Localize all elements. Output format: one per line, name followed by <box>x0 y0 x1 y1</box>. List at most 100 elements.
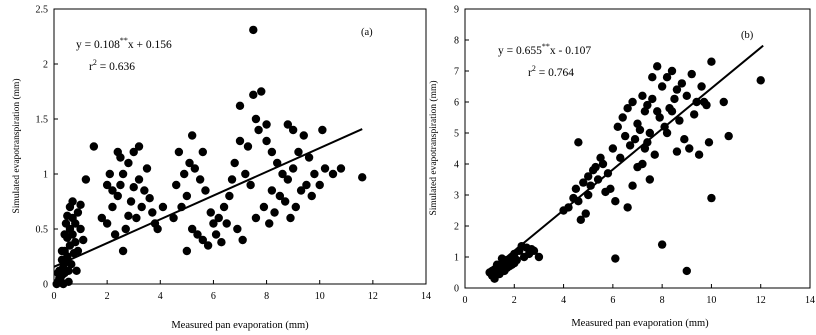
panel-b-data-point <box>657 82 667 91</box>
panel-a-data-point <box>126 197 136 206</box>
panel-a-data-point <box>267 147 277 157</box>
panel-a-data-point <box>129 183 138 192</box>
panel-a-data-point <box>174 147 184 157</box>
panel-b-x-tick-label: 6 <box>610 295 615 306</box>
panel-a-fit-line <box>53 128 363 268</box>
panel-a-data-point <box>288 164 298 173</box>
panel-b-data-point <box>670 94 679 104</box>
panel-a-y-tick-label: 0.5 <box>36 225 49 236</box>
panel-b-data-point <box>527 245 536 254</box>
panel-a-data-point <box>193 230 202 239</box>
panel-b-data-point <box>662 128 672 138</box>
panel-b-y-tick-label: 7 <box>454 67 459 78</box>
panel-b-data-point <box>628 97 637 107</box>
panel-a-data-point <box>336 164 346 173</box>
panel-a-data-point <box>180 169 189 179</box>
panel-a-data-point <box>262 136 271 146</box>
panel-a-data-point <box>251 114 261 124</box>
panel-b-data-point <box>687 69 696 79</box>
panel-b-data-point <box>645 175 655 184</box>
panel-b-x-tick-label: 0 <box>463 295 468 306</box>
panel-a-plot-frame <box>53 8 427 285</box>
panel-b-data-point <box>699 97 709 107</box>
panel-a-data-point <box>118 246 128 256</box>
panel-a-data-point <box>145 194 154 203</box>
panel-b-data-point <box>677 79 687 88</box>
panel-a-data-point <box>211 230 221 239</box>
panel-b-x-tick-label: 10 <box>706 295 716 306</box>
panel-b-data-point <box>672 85 682 94</box>
panel-a-data-point <box>124 158 133 168</box>
panel-a-data-point <box>124 211 133 220</box>
panel-b-data-point <box>682 266 691 276</box>
panel-b-data-point <box>623 104 632 113</box>
panel-b-data-point <box>620 131 630 141</box>
panel-b-data-point <box>657 240 667 249</box>
panel-a-data-point <box>283 120 293 129</box>
panel-a-data-point <box>265 219 274 228</box>
panel-a-data-point <box>137 202 146 212</box>
panel-b-data-point <box>640 107 650 116</box>
panel-a-data-point <box>195 175 205 184</box>
panel-a-data-point <box>113 147 122 157</box>
panel-b-data-point <box>608 144 618 153</box>
panel-a-data-point <box>233 224 242 234</box>
panel-a-data-point <box>320 164 330 173</box>
panel-a-data-point <box>60 230 69 239</box>
panel-b-y-tick-label: 8 <box>454 36 459 47</box>
panel-a-data-point <box>288 125 298 135</box>
panel-a-data-point <box>81 175 91 184</box>
panel-b-data-point <box>650 150 659 159</box>
panel-a-data-point <box>251 213 261 223</box>
panel-b-data-point <box>584 172 593 181</box>
panel-a-x-axis-label: Measured pan evaporation (mm) <box>171 320 309 331</box>
panel-b-label: (b) <box>741 30 754 41</box>
panel-a-data-point <box>116 180 125 190</box>
panel-a-data-point <box>190 164 200 173</box>
panel-a-y-tick-label: 1.5 <box>36 115 49 126</box>
panel-a-data-point <box>296 186 306 195</box>
panel-b-data-point <box>593 175 603 184</box>
panel-a-data-point <box>76 224 85 234</box>
panel-a-data-point <box>235 136 245 146</box>
panel-b-equation: y = 0.655**x - 0.107 <box>498 42 591 57</box>
panel-b-data-point <box>697 82 706 91</box>
panel-b-data-point <box>623 203 632 212</box>
panel-a-data-point <box>68 197 77 206</box>
panel-a-data-point <box>270 208 279 217</box>
panel-a-data-point <box>294 147 303 157</box>
panel-b-data-point <box>497 254 507 263</box>
panel-a-data-point <box>307 191 316 201</box>
panel-a-data-point <box>102 219 112 228</box>
panel-a-data-point <box>219 202 229 212</box>
panel-a-y-axis-label: Simulated evapotranspiration (mm) <box>11 78 22 213</box>
panel-b-data-point <box>574 138 583 147</box>
panel-a-data-point <box>241 169 250 179</box>
panel-b-data-point <box>613 122 622 131</box>
panel-b-data-point <box>667 107 677 116</box>
panel-a-points <box>52 25 367 289</box>
panel-a-data-point <box>69 249 79 258</box>
panel-a-data-point <box>57 246 67 256</box>
panel-a-x-tick-label: 6 <box>211 291 216 302</box>
panel-b-y-tick-label: 0 <box>454 284 459 295</box>
panel-b-data-point <box>707 193 716 203</box>
panel-a-data-point <box>72 266 81 275</box>
panel-b-data-point <box>719 97 728 107</box>
panel-a-data-point <box>134 175 144 184</box>
panel-a-data-point <box>257 87 266 96</box>
panel-b-data-point <box>689 110 699 119</box>
panel-b-y-tick-label: 5 <box>454 129 459 140</box>
panel-b-data-point <box>638 159 647 169</box>
panel-a-data-point <box>132 213 141 223</box>
panel-b-y-tick-label: 4 <box>454 160 459 171</box>
panel-a-chart: 0 2 4 6 8 10 12 14 0 0.5 1 1.5 2 2.5 y = 0.108**x + 0… <box>11 5 431 332</box>
panel-a-data-point <box>102 180 112 190</box>
panel-b-data-point <box>611 197 620 206</box>
panel-b-y-tick-label: 3 <box>454 191 459 202</box>
panel-b-data-point <box>628 181 637 190</box>
panel-a-data-point <box>121 224 130 234</box>
panel-a-data-point <box>203 241 213 250</box>
